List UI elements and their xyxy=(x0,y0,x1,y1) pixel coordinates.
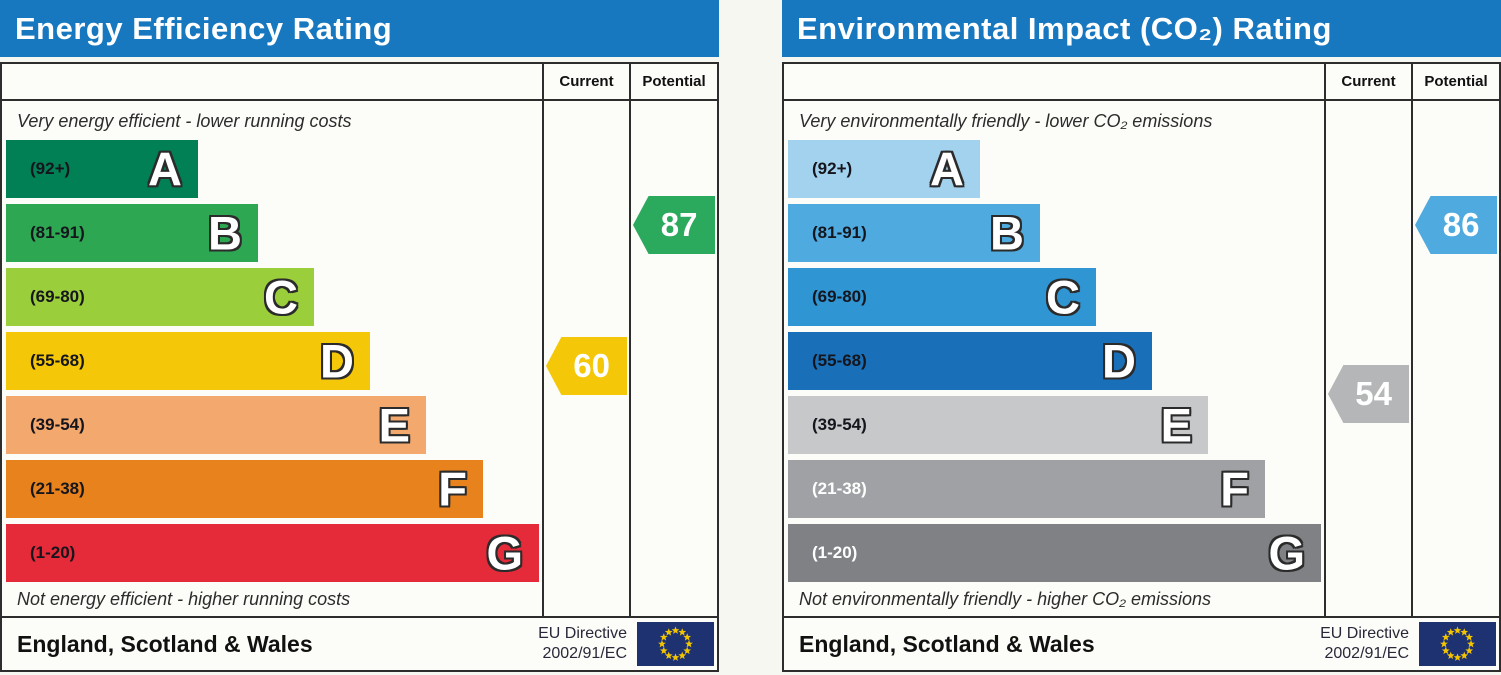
band-row-b: (81-91) B xyxy=(788,204,1040,262)
band-letter: E xyxy=(1160,398,1192,452)
band-letter: G xyxy=(1268,526,1305,580)
potential-column-header: Potential xyxy=(1411,64,1499,99)
chart-body-row: Very energy efficient - lower running co… xyxy=(2,101,717,616)
band-range: (92+) xyxy=(30,159,71,178)
band-letter: A xyxy=(930,142,964,196)
band-range: (21-38) xyxy=(30,479,85,498)
chart-body-row: Very environmentally friendly - lower CO… xyxy=(784,101,1499,616)
band-row-b: (81-91) B xyxy=(6,204,258,262)
band-range: (69-80) xyxy=(812,287,867,306)
band-letter: G xyxy=(486,526,523,580)
footer-row: England, Scotland & Wales EU Directive 2… xyxy=(2,616,717,670)
bands-area: Very environmentally friendly - lower CO… xyxy=(784,101,1324,616)
band-letter: A xyxy=(148,142,182,196)
band-range: (21-38) xyxy=(812,479,867,498)
band-row-e: (39-54) E xyxy=(788,396,1208,454)
empty-header-cell xyxy=(784,64,1324,99)
band-letter: D xyxy=(320,334,354,388)
band-range: (55-68) xyxy=(812,351,867,370)
band-row-f: (21-38) F xyxy=(788,460,1265,518)
energy-efficiency-panel: Energy Efficiency Rating Current Potenti… xyxy=(0,0,719,675)
band-range: (69-80) xyxy=(30,287,85,306)
band-row-f: (21-38) F xyxy=(6,460,483,518)
current-column-header: Current xyxy=(542,64,629,99)
band-range: (92+) xyxy=(812,159,853,178)
band-row-d: (55-68) D xyxy=(6,332,370,390)
band-range: (1-20) xyxy=(30,543,76,562)
band-row-g: (1-20) G xyxy=(788,524,1321,582)
bottom-caption: Not environmentally friendly - higher CO… xyxy=(799,589,1212,609)
band-row-g: (1-20) G xyxy=(6,524,539,582)
eu-directive-label: EU Directive 2002/91/EC xyxy=(538,625,627,662)
footer-row: England, Scotland & Wales EU Directive 2… xyxy=(784,616,1499,670)
band-range: (39-54) xyxy=(30,415,85,434)
top-caption: Very environmentally friendly - lower CO… xyxy=(799,111,1213,131)
band-row-a: (92+) A xyxy=(6,140,198,198)
band-range: (55-68) xyxy=(30,351,85,370)
current-column-header: Current xyxy=(1324,64,1411,99)
band-row-c: (69-80) C xyxy=(6,268,314,326)
environmental-impact-title: Environmental Impact (CO₂) Rating xyxy=(782,0,1501,57)
band-range: (81-91) xyxy=(812,223,867,242)
band-row-e: (39-54) E xyxy=(6,396,426,454)
potential-rating-arrow: 87 xyxy=(633,196,715,254)
potential-rating-arrow: 86 xyxy=(1415,196,1497,254)
eu-flag-icon xyxy=(637,622,714,666)
column-header-row: Current Potential xyxy=(2,64,717,101)
band-letter: C xyxy=(264,270,298,324)
region-label: England, Scotland & Wales xyxy=(17,630,313,657)
environmental-impact-table: Current Potential Very environmentally f… xyxy=(782,62,1501,672)
band-letter: E xyxy=(378,398,410,452)
top-caption: Very energy efficient - lower running co… xyxy=(17,111,352,131)
eu-directive-label: EU Directive 2002/91/EC xyxy=(1320,625,1409,662)
eu-flag-icon xyxy=(1419,622,1496,666)
band-range: (81-91) xyxy=(30,223,85,242)
band-letter: B xyxy=(990,206,1024,260)
bottom-caption: Not energy efficient - higher running co… xyxy=(17,589,351,609)
potential-value-column: 87 xyxy=(629,101,717,616)
energy-efficiency-table: Current Potential Very energy efficient … xyxy=(0,62,719,672)
band-row-c: (69-80) C xyxy=(788,268,1096,326)
environmental-impact-panel: Environmental Impact (CO₂) Rating Curren… xyxy=(782,0,1501,675)
band-letter: D xyxy=(1102,334,1136,388)
bands-area: Very energy efficient - lower running co… xyxy=(2,101,542,616)
band-letter: B xyxy=(208,206,242,260)
current-rating-arrow: 60 xyxy=(546,337,627,395)
potential-value-column: 86 xyxy=(1411,101,1499,616)
current-value-column: 54 xyxy=(1324,101,1411,616)
current-rating-arrow: 54 xyxy=(1328,365,1409,423)
band-letter: F xyxy=(438,462,467,516)
band-letter: F xyxy=(1220,462,1249,516)
energy-efficiency-title: Energy Efficiency Rating xyxy=(0,0,719,57)
band-letter: C xyxy=(1046,270,1080,324)
current-value-column: 60 xyxy=(542,101,629,616)
band-row-d: (55-68) D xyxy=(788,332,1152,390)
column-header-row: Current Potential xyxy=(784,64,1499,101)
region-label: England, Scotland & Wales xyxy=(799,630,1095,657)
band-row-a: (92+) A xyxy=(788,140,980,198)
band-range: (39-54) xyxy=(812,415,867,434)
empty-header-cell xyxy=(2,64,542,99)
potential-column-header: Potential xyxy=(629,64,717,99)
band-range: (1-20) xyxy=(812,543,858,562)
